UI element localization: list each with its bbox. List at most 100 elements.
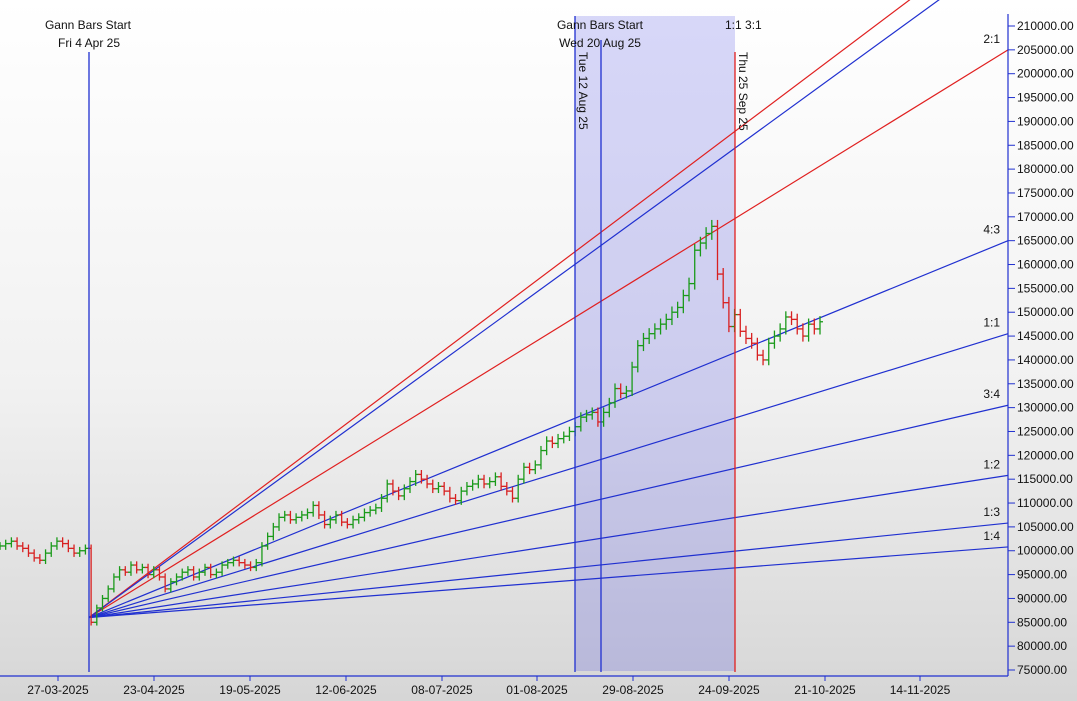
price-bar [25,544,32,557]
price-bar [794,313,801,335]
price-bar [344,518,351,529]
price-bar [765,337,772,366]
price-bar [691,243,698,290]
price-bar [686,277,693,302]
price-tick-label: 125000.00 [1017,424,1074,438]
price-bar [287,510,294,524]
date-tick-label: 24-09-2025 [698,683,760,697]
price-bar [82,544,89,555]
price-tick-label: 75000.00 [1017,663,1067,677]
price-tick-label: 140000.00 [1017,353,1074,367]
price-bar [782,311,789,335]
price-bar [515,474,522,503]
price-bar [8,537,15,548]
price-tick-label: 135000.00 [1017,377,1074,391]
price-bar [532,460,539,475]
gann-line-1-4 [88,546,1009,619]
date-tick-label: 29-08-2025 [602,683,664,697]
price-tick-label: 155000.00 [1017,281,1074,295]
price-tick-label: 200000.00 [1017,67,1074,81]
thu-25-sep-label: Thu 25 Sep 25 [736,52,750,131]
price-bar [589,407,596,420]
price-bar [452,494,459,505]
price-bar [560,431,567,444]
price-bar [668,306,675,326]
gann-ratio-label: 1:4 [983,529,1000,543]
price-bar [241,558,248,569]
price-bar [441,482,448,496]
price-bar [338,510,345,527]
price-bar [469,479,476,491]
price-bar [771,330,778,349]
price-bar [651,323,658,340]
time-axis: 27-03-2025 23-04-2025 19-05-2025 12-06-2025… [27,676,951,697]
price-bar [310,501,317,517]
price-bar [748,332,755,349]
price-bar [805,318,812,342]
price-bar [264,532,271,550]
price-tick-label: 170000.00 [1017,210,1074,224]
price-bar [173,573,180,586]
price-bar [680,289,687,314]
price-bar [321,510,328,529]
price-bar [355,513,362,524]
price-bar [817,316,823,335]
price-bar [475,474,482,489]
price-bar [361,508,368,522]
price-tick-label: 150000.00 [1017,305,1074,319]
price-tick-label: 165000.00 [1017,234,1074,248]
price-bar [640,332,647,352]
price-bar [59,537,66,548]
price-tick-label: 180000.00 [1017,162,1074,176]
price-bar [42,549,49,565]
price-bar [293,513,300,524]
price-bar [657,318,664,335]
price-axis: 210000.00 205000.00 200000.00 195000.00 1900… [1008,19,1074,677]
price-bar [236,556,243,567]
price-bar [247,561,254,572]
price-bar [583,409,590,423]
price-tick-label: 210000.00 [1017,19,1074,33]
price-bar [196,568,203,581]
price-bar [224,558,231,569]
price-tick-label: 195000.00 [1017,91,1074,105]
price-bar [327,515,334,529]
price-bar [350,515,357,529]
price-bar [65,539,72,553]
price-bar [53,537,60,550]
price-bar [48,542,55,557]
price-bar [737,308,744,337]
price-bar [424,474,431,489]
price-tick-label: 115000.00 [1017,472,1073,486]
price-bar [708,219,715,240]
price-bar [458,486,465,505]
date-tick-label: 23-04-2025 [123,683,185,697]
gann-start-2-title: Gann Bars Start [557,18,644,32]
price-bar [213,568,220,579]
price-tick-label: 130000.00 [1017,401,1074,415]
price-bar [401,484,408,501]
price-bar [492,472,499,486]
price-bar [270,522,277,541]
price-tick-label: 185000.00 [1017,138,1074,152]
price-bar [99,595,106,612]
price-bar [378,494,385,512]
price-bar [179,568,186,581]
price-bar [526,462,533,475]
price-bar [742,325,749,344]
price-tick-label: 160000.00 [1017,258,1074,272]
price-bar [577,412,584,432]
price-bar [418,469,425,484]
gann-start-2-date: Wed 20 Aug 25 [559,36,641,50]
price-bar [162,573,169,593]
price-bar [93,604,100,626]
price-tick-label: 95000.00 [1017,568,1067,582]
price-bar [105,585,112,602]
price-tick-label: 80000.00 [1017,639,1067,653]
price-bar [799,323,806,342]
price-tick-label: 85000.00 [1017,615,1067,629]
time-window-shade [575,16,735,671]
gann-line-3-1 [88,0,911,619]
tue-12-aug-label: Tue 12 Aug 25 [576,52,590,130]
